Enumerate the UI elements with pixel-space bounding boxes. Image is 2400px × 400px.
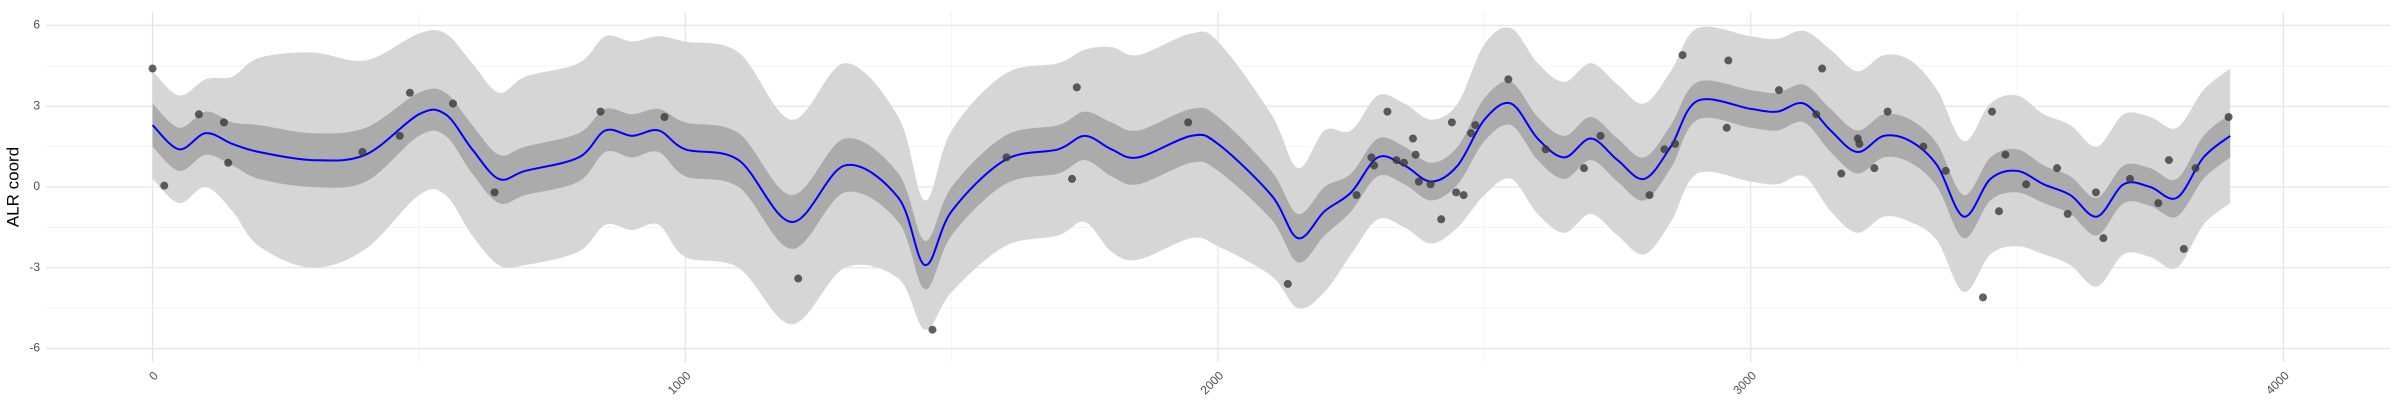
data-point	[194, 110, 203, 119]
data-point	[449, 99, 458, 108]
y-tick-label: 0	[33, 179, 40, 193]
data-point	[1467, 129, 1476, 138]
data-point	[2154, 199, 2163, 208]
data-point	[1504, 75, 1513, 84]
data-point	[2001, 150, 2010, 159]
y-axis-label: ALR coord	[3, 147, 22, 227]
data-point	[1367, 153, 1376, 162]
data-point	[1579, 164, 1588, 173]
data-point	[358, 148, 367, 156]
data-point	[1383, 107, 1392, 116]
y-tick-label: -6	[29, 341, 40, 355]
mean-line	[151, 98, 2231, 267]
data-point	[1541, 145, 1550, 154]
data-point	[2224, 113, 2233, 121]
data-point	[2063, 209, 2072, 218]
data-point	[1855, 139, 1864, 148]
data-point	[1352, 191, 1361, 200]
data-point	[2179, 244, 2188, 253]
x-tick-label: 0	[146, 368, 161, 383]
data-point	[1988, 107, 1997, 116]
data-point	[395, 131, 404, 140]
confidence-band	[152, 80, 2231, 290]
data-point	[928, 325, 937, 334]
data-point	[1399, 158, 1408, 167]
data-point	[596, 107, 605, 116]
x-tick-label: 2000	[1198, 368, 1227, 397]
data-point	[660, 113, 669, 121]
data-point	[1414, 177, 1423, 186]
data-point	[1426, 180, 1435, 189]
x-tick-label: 3000	[1730, 368, 1759, 397]
data-point	[1471, 121, 1480, 130]
data-point	[1392, 156, 1401, 165]
data-point	[2191, 164, 2200, 173]
data-point	[2164, 156, 2173, 165]
data-point	[1447, 118, 1456, 127]
x-tick-label: 4000	[2263, 368, 2292, 397]
data-point	[1883, 107, 1892, 116]
data-point	[1411, 150, 1420, 159]
data-point	[1184, 118, 1193, 127]
y-tick-label: -3	[29, 260, 40, 274]
data-point	[224, 158, 233, 167]
data-point	[1818, 64, 1827, 73]
data-point	[1812, 110, 1821, 119]
data-point	[1596, 131, 1605, 140]
data-point	[1941, 166, 1950, 175]
data-point	[2126, 174, 2135, 183]
data-point	[1978, 293, 1987, 302]
y-tick-label: 3	[33, 98, 40, 112]
data-point	[1678, 51, 1687, 60]
data-point	[2091, 188, 2100, 197]
data-point	[1994, 207, 2003, 216]
data-point	[1774, 86, 1783, 95]
data-point	[405, 88, 414, 97]
data-point	[1283, 279, 1292, 288]
data-point	[1919, 142, 1928, 151]
data-point	[1837, 169, 1846, 178]
data-point	[1370, 161, 1379, 170]
data-point	[2022, 180, 2031, 189]
data-point	[1724, 56, 1733, 65]
data-point	[1645, 191, 1654, 200]
data-point	[490, 188, 499, 197]
y-tick-label: 6	[33, 18, 40, 32]
confidence-band	[152, 26, 2231, 330]
data-point	[219, 118, 228, 127]
data-point	[1068, 174, 1077, 183]
data-point	[1671, 139, 1680, 148]
data-point	[1408, 134, 1417, 143]
data-point	[1459, 191, 1468, 200]
x-tick-label: 1000	[665, 368, 694, 397]
data-point	[1660, 145, 1669, 154]
data-point	[1452, 188, 1461, 197]
data-point	[2053, 164, 2062, 173]
data-point	[148, 64, 157, 73]
data-point	[1722, 123, 1731, 132]
data-point	[1002, 153, 1011, 162]
data-point	[1072, 83, 1081, 92]
data-point	[794, 274, 803, 283]
data-point	[1437, 215, 1446, 224]
data-point	[2099, 234, 2108, 243]
data-point	[1870, 164, 1879, 173]
data-point	[160, 181, 169, 190]
